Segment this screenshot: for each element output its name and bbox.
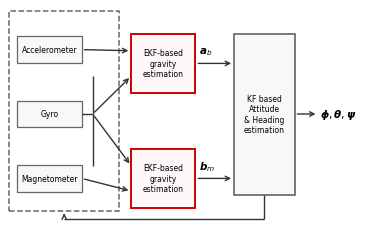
Text: KF based
Attitude
& Heading
estimation: KF based Attitude & Heading estimation (244, 95, 285, 134)
Bar (131, 149, 195, 208)
Text: EKF-based
gravity
estimation: EKF-based gravity estimation (143, 164, 184, 194)
Text: $\boldsymbol{a}_{b}$: $\boldsymbol{a}_{b}$ (199, 46, 212, 57)
Text: Accelerometer: Accelerometer (22, 46, 77, 55)
Bar (18, 37, 81, 63)
Text: EKF-based
gravity
estimation: EKF-based gravity estimation (143, 49, 184, 79)
Bar (18, 101, 81, 128)
Text: Magnetometer: Magnetometer (21, 174, 78, 183)
Bar (9, 11, 119, 211)
Bar (18, 165, 81, 192)
Text: Gyro: Gyro (40, 110, 59, 119)
Text: $\boldsymbol{b}_{m}$: $\boldsymbol{b}_{m}$ (199, 159, 215, 173)
Bar (131, 34, 195, 94)
Text: $\boldsymbol{\phi}, \boldsymbol{\theta}, \boldsymbol{\psi}$: $\boldsymbol{\phi}, \boldsymbol{\theta},… (320, 107, 356, 122)
Bar (234, 34, 294, 195)
